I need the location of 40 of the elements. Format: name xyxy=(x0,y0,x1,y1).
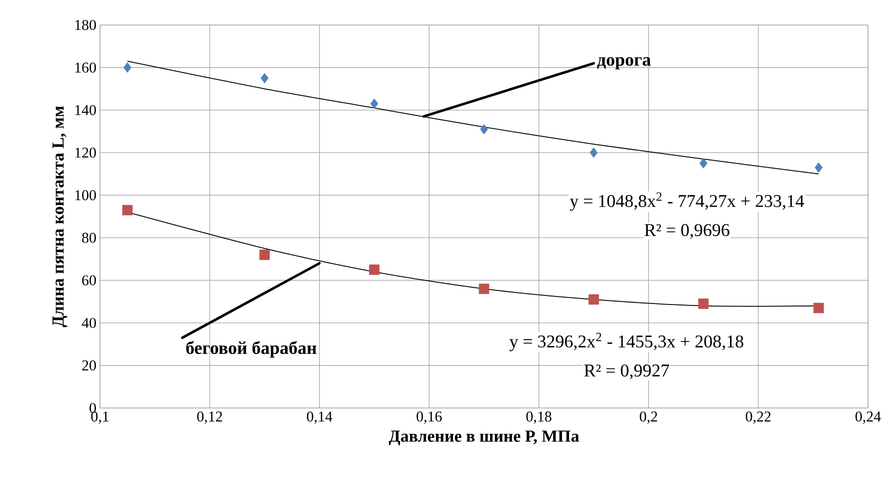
annotation: R² = 0,9696 xyxy=(644,224,730,239)
y-tick-label: 140 xyxy=(75,105,96,116)
x-tick-label: 0,22 xyxy=(746,412,771,424)
point xyxy=(370,98,378,109)
point xyxy=(124,62,132,73)
annotation: R² = 0,9927 xyxy=(584,364,669,380)
point xyxy=(700,158,708,168)
point xyxy=(698,298,709,309)
x-axis-title: Давление в шине Р, МПа xyxy=(388,430,580,446)
point xyxy=(259,250,270,260)
point xyxy=(588,294,599,305)
y-tick-label: 100 xyxy=(75,190,96,200)
point xyxy=(260,73,269,84)
y-tick-label: 0 xyxy=(90,402,96,414)
point xyxy=(813,302,824,314)
x-tick-label: 0,24 xyxy=(855,412,881,424)
x-tick-label: 0,14 xyxy=(306,412,332,424)
x-tick-label: 0,1 xyxy=(91,412,108,424)
annotation: беговой барабан xyxy=(186,341,316,358)
y-tick-label: 60 xyxy=(82,275,96,286)
y-tick-label: 180 xyxy=(75,20,96,30)
x-tick-label: 0,18 xyxy=(526,412,552,424)
y-tick-label: 120 xyxy=(75,148,96,158)
x-tick-label: 0,12 xyxy=(197,412,222,424)
y-tick-label: 160 xyxy=(75,62,96,73)
point xyxy=(122,204,133,216)
point xyxy=(480,124,488,134)
y-tick-label: 20 xyxy=(82,360,96,370)
point xyxy=(478,284,490,294)
point xyxy=(590,147,598,158)
annotation: y = 3296,2x$^{2}$ - 1455,3x + 208,18 xyxy=(509,332,744,352)
point xyxy=(814,162,823,173)
annotation: дорога xyxy=(597,57,651,70)
y-tick-label: 40 xyxy=(82,318,96,328)
point xyxy=(369,264,380,275)
x-tick-label: 0,16 xyxy=(416,412,442,424)
x-tick-label: 0,2 xyxy=(640,412,658,424)
y-tick-label: 80 xyxy=(82,232,96,243)
y-axis-title: Длина пятна контакта L, мм xyxy=(52,106,68,328)
annotation: y = 1048,8x$^{2}$ - 774,27x + 233,14 xyxy=(570,192,804,211)
